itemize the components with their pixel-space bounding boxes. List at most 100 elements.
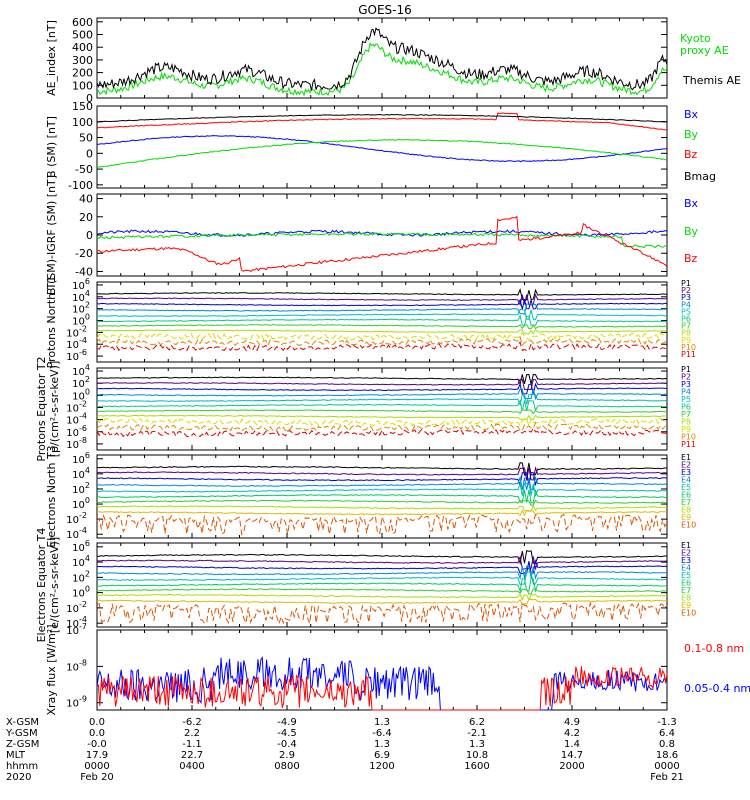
y-axis-label: Protons Equator T2 <box>35 356 48 461</box>
y-tick-label: 102 <box>72 481 90 496</box>
y-tick-label: 100 <box>72 585 90 600</box>
y-tick-label: 102 <box>72 301 90 316</box>
y-axis-label: Xray flux [W/m²] <box>45 624 58 715</box>
row-value: 6.9 <box>374 750 390 761</box>
y-tick-label: 100 <box>72 313 90 328</box>
legend-p9: P9 <box>681 336 691 345</box>
legend-xray-short: 0.05-0.4 nm <box>684 682 750 695</box>
series-p1 <box>97 373 668 386</box>
series-xray-long <box>96 666 668 711</box>
y-tick-label: 106 <box>72 539 90 554</box>
y-tick-label: 0 <box>86 92 93 105</box>
row-label-mlt: MLT <box>6 750 26 761</box>
legend-e10: E10 <box>681 609 696 618</box>
row-value: 6.4 <box>659 728 675 739</box>
y-axis-label: Protons North T1 <box>45 276 58 369</box>
row-value: 0.8 <box>659 739 675 750</box>
row-value: 1.4 <box>564 739 580 750</box>
legend-e7: E7 <box>681 586 691 595</box>
legend-p4: P4 <box>681 388 691 397</box>
legend-by: By <box>684 128 699 141</box>
row-year: 2020 <box>6 772 31 783</box>
legend-e3: E3 <box>681 468 691 477</box>
y-tick-label: 100 <box>72 496 90 511</box>
row-value: 0000 <box>84 761 109 772</box>
series-xray-short <box>96 655 668 711</box>
row-value: 10.8 <box>466 750 488 761</box>
legend-p10: P10 <box>681 343 696 352</box>
date-end: Feb 21 <box>650 772 684 783</box>
series-e3 <box>96 559 668 575</box>
row-value: 14.7 <box>561 750 583 761</box>
row-value: 0800 <box>274 761 299 772</box>
row-value: -2.1 <box>467 728 487 739</box>
y-tick-label: 50 <box>79 132 93 145</box>
panel-bsm: 150 100 50 0 -50 -100 B (SM) [nT] <box>45 100 668 192</box>
y-tick-label: -20 <box>75 247 93 260</box>
y-tick-label: -40 <box>75 265 93 278</box>
legend-kyoto: Kyoto <box>680 32 711 45</box>
series-e10 <box>96 513 668 536</box>
row-value: 0.0 <box>89 728 105 739</box>
row-value: 0400 <box>179 761 204 772</box>
y-axis-label: B (SM) [nT] <box>45 116 58 178</box>
y-tick-label: 10-8 <box>66 658 87 673</box>
legend-themis-ae: Themis AE <box>682 74 741 87</box>
series-p11 <box>96 427 668 438</box>
y-tick-label: 100 <box>72 387 90 402</box>
panel-frame <box>96 367 668 451</box>
y-tick-label: 10-4 <box>66 336 87 351</box>
series-p6 <box>96 399 668 412</box>
legend-p1: P1 <box>681 279 691 288</box>
legend-e8: E8 <box>681 506 691 515</box>
row-value: 1600 <box>464 761 489 772</box>
legend-p2: P2 <box>681 373 691 382</box>
legend-p3: P3 <box>681 293 691 302</box>
y-tick-label: 10-2 <box>66 399 87 414</box>
legend-p2: P2 <box>681 286 691 295</box>
legend-e3: E3 <box>681 556 691 565</box>
y-tick-label: 10-6 <box>66 348 87 363</box>
series-e6 <box>97 577 668 594</box>
legend-bx: Bx <box>684 108 699 121</box>
series-e5 <box>96 481 668 498</box>
row-value: -0.4 <box>277 739 297 750</box>
y-tick-label: 102 <box>72 569 90 584</box>
legend-p6: P6 <box>681 315 691 324</box>
row-value: 1.3 <box>374 739 390 750</box>
legend-e2: E2 <box>681 461 691 470</box>
row-value: 2.9 <box>279 750 295 761</box>
panel-bigrf: 40 20 0 -20 -40 B (SM)-IGRF (SM) [nT] <box>45 175 668 295</box>
y-axis-label: AE_index [nT] <box>45 20 58 96</box>
series-p5 <box>96 393 668 407</box>
y-tick-label: 10-2 <box>66 511 87 526</box>
legend-e5: E5 <box>681 571 691 580</box>
series-p10 <box>96 421 668 432</box>
y-tick-label: 10-4 <box>66 412 87 427</box>
series-bx <box>96 135 668 163</box>
legend-e8: E8 <box>681 594 691 603</box>
panel-frame <box>96 17 668 99</box>
series-e1 <box>96 462 668 476</box>
y-tick-label: 10-2 <box>66 324 87 339</box>
y-tick-label: 10-7 <box>66 622 87 637</box>
y-axis-label: B (SM)-IGRF (SM) [nT] <box>45 175 58 295</box>
series-p3 <box>96 382 668 395</box>
series-p4 <box>97 303 668 315</box>
y-tick-label: 10-2 <box>66 600 87 615</box>
row-label-z-gsm: Z-GSM <box>6 739 39 750</box>
row-value: -0.0 <box>87 739 107 750</box>
y-tick-label: 40 <box>79 193 93 206</box>
legend-bx-igrf: Bx <box>684 197 699 210</box>
y-axis-label-units: [e/(cm²-s-sr-keV)] <box>48 537 61 633</box>
y-tick-label: 600 <box>72 16 93 29</box>
y-tick-label: 150 <box>72 100 93 113</box>
series-p7 <box>96 409 668 415</box>
legend-p7: P7 <box>681 322 691 331</box>
y-tick-label: 200 <box>72 67 93 80</box>
series-e2 <box>96 466 668 481</box>
y-axis-label: Electrons Equator T4 <box>35 528 48 643</box>
y-tick-label: 102 <box>72 375 90 390</box>
